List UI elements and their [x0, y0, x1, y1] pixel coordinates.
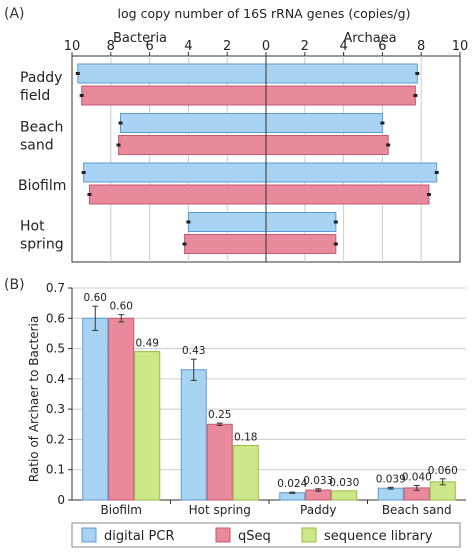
- panel-b-data-label: 0.060: [428, 465, 458, 477]
- legend-swatch: [215, 527, 231, 543]
- panel-a-bar-archaea: [265, 212, 337, 232]
- panel-a-bar-bacteria: [118, 135, 267, 155]
- panel-b-tick-label: 0.2: [46, 432, 65, 446]
- legend-swatch: [81, 527, 97, 543]
- panel-a-bar-archaea: [265, 184, 430, 205]
- panel-b-tick-label: 0.6: [46, 311, 65, 325]
- panel-b-data-label: 0.18: [234, 431, 257, 443]
- panel-b-data-label: 0.60: [84, 292, 107, 304]
- panel-b-plot: 0 0.1 0.2 0.3 0.4 0.5 0.6 0.7 Biofilm 0.600.60 0.4…: [46, 281, 466, 517]
- panel-a-category-label: Paddy: [20, 70, 62, 86]
- legend-label: qSeq: [238, 529, 271, 544]
- panel-a-title: log copy number of 16S rRNA genes (copie…: [118, 6, 411, 21]
- panel-a-bar-bacteria: [120, 113, 267, 133]
- panel-a-category-label: sand: [20, 137, 54, 153]
- panel-a-bar-bacteria: [77, 63, 267, 84]
- panel-a-left-label: Bacteria: [113, 31, 167, 46]
- panel-a-label: (A): [4, 6, 25, 22]
- panel-b-category-label: Beach sand: [382, 503, 452, 517]
- panel-a-bar-bacteria: [184, 234, 267, 254]
- panel-a-tick-label: 6: [378, 39, 386, 54]
- panel-a-bar-archaea: [265, 63, 418, 84]
- panel-a-tick-label: 10: [64, 39, 81, 54]
- legend-box: [71, 522, 461, 548]
- panel-a-tick-label: 4: [339, 39, 347, 54]
- panel-a-bar-bacteria: [88, 184, 267, 205]
- panel-b-bar: [134, 351, 161, 501]
- legend-swatch: [301, 527, 317, 543]
- panel-a-tick-label: 6: [145, 39, 153, 54]
- panel-a-category-label: Biofilm: [18, 178, 66, 194]
- panel-b-data-label: 0.60: [110, 301, 133, 313]
- panel-a-tick-label: 2: [223, 39, 231, 54]
- panel-a-bar-bacteria: [187, 212, 267, 232]
- panel-a-tick-label: 8: [417, 39, 425, 54]
- panel-a-right-label: Archaea: [343, 31, 396, 46]
- panel-b-data-label: 0.43: [182, 345, 205, 357]
- panel-b-bar: [180, 369, 207, 501]
- panel-b-bar: [331, 490, 358, 501]
- panel-b-tick-label: 0.4: [46, 372, 65, 386]
- panel-b-label: (B): [4, 277, 25, 293]
- panel-a-bar-bacteria: [83, 162, 267, 183]
- panel-b-category-label: Hot spring: [189, 503, 251, 517]
- panel-a-bar-archaea: [265, 113, 383, 133]
- panel-a-category-label: Beach: [20, 119, 63, 135]
- panel-b-bar: [232, 444, 259, 501]
- panel-b-data-label: 0.033: [303, 475, 333, 487]
- panel-b-data-label: 0.039: [376, 473, 406, 485]
- panel-a-bar-archaea: [265, 234, 337, 254]
- panel-a-bar-archaea: [265, 135, 389, 155]
- panel-b-data-label: 0.040: [402, 471, 432, 483]
- panel-a-tick-label: 4: [184, 39, 192, 54]
- panel-a-bar-archaea: [265, 85, 416, 106]
- panel-a-category-label: field: [20, 88, 50, 104]
- panel-b-tick-label: 0.5: [46, 342, 65, 356]
- legend: digital PCR qSeq sequence library: [71, 522, 461, 548]
- panel-b-bar: [206, 423, 233, 501]
- panel-b-category-label: Paddy: [300, 503, 336, 517]
- panel-b-tick-label: 0.1: [46, 463, 65, 477]
- panel-b-bar: [108, 317, 135, 501]
- legend-label: digital PCR: [104, 529, 174, 544]
- panel-a-tick-label: 10: [452, 39, 469, 54]
- panel-b-data-label: 0.49: [136, 338, 159, 350]
- panel-b-tick-label: 0: [57, 493, 65, 507]
- panel-a-tick-label: 2: [301, 39, 309, 54]
- panel-b-ylabel: Ratio of Archaer to Bacteria: [27, 316, 41, 482]
- panel-a-bar-archaea: [265, 162, 438, 183]
- panel-b-tick-label: 0.3: [46, 402, 65, 416]
- panel-a-plot: 10 8 6 4 2 0 2 4 6 8 10 Paddy field Beach sand Biofilm H…: [18, 39, 469, 263]
- panel-a-category-label: Hot: [20, 218, 45, 234]
- legend-label: sequence library: [324, 529, 433, 544]
- panel-a-tick-label: 8: [107, 39, 115, 54]
- panel-b-category-label: Biofilm: [101, 503, 143, 517]
- panel-b-data-label: 0.030: [329, 477, 359, 489]
- panel-a-tick-label: 0: [262, 39, 270, 54]
- panel-b-data-label: 0.024: [277, 478, 307, 490]
- panel-b-bar: [82, 317, 109, 501]
- panel-b-bar: [377, 487, 404, 501]
- panel-b-tick-label: 0.7: [46, 281, 65, 295]
- panel-b-data-label: 0.25: [208, 409, 231, 421]
- panel-a-bar-bacteria: [81, 85, 267, 106]
- panel-a-category-label: spring: [20, 236, 64, 252]
